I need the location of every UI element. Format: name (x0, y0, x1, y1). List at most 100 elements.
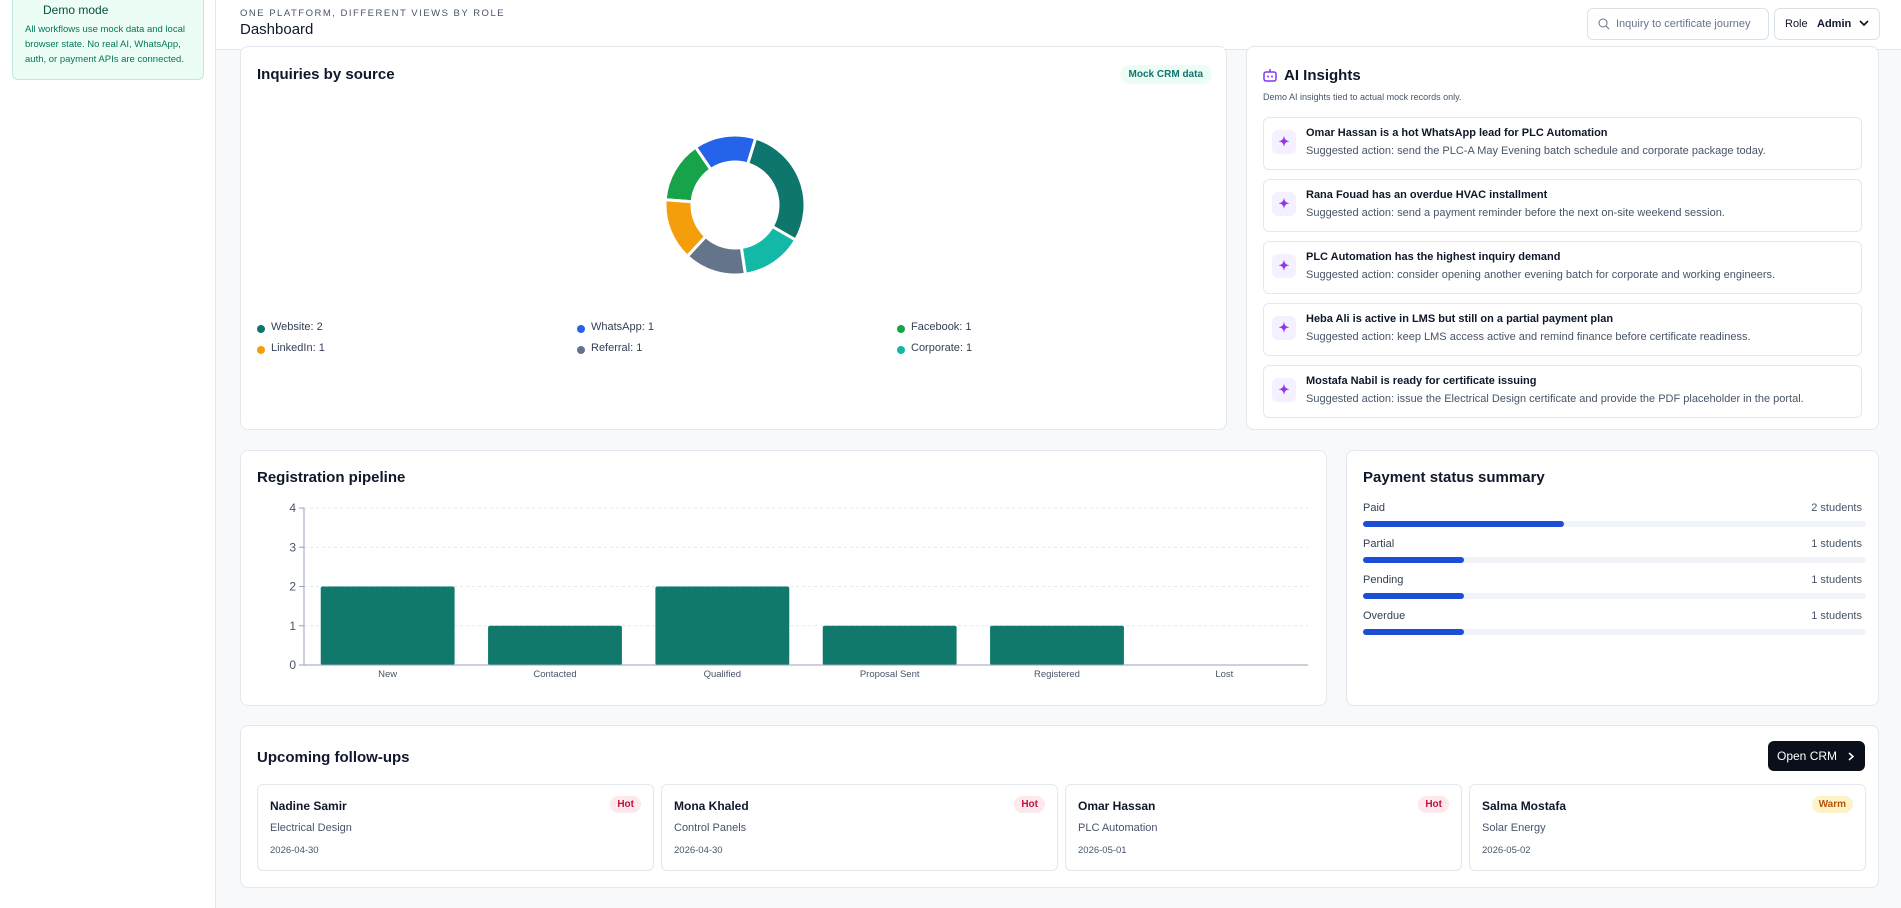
y-tick-label: 2 (289, 580, 296, 594)
progress-track (1363, 557, 1866, 563)
eyebrow: ONE PLATFORM, DIFFERENT VIEWS BY ROLE (240, 8, 506, 19)
role-value: Admin (1817, 18, 1852, 30)
legend-label: LinkedIn: 1 (271, 342, 325, 354)
bar-chart: 0 1 2 3 4 New Contacted Qualified Proposal Sent R… (289, 501, 1308, 680)
payment-label: Paid (1363, 502, 1386, 514)
course: Electrical Design (270, 822, 352, 834)
legend-label: Facebook: 1 (911, 321, 972, 333)
y-tick-label: 0 (289, 658, 296, 672)
y-tick-label: 4 (289, 501, 296, 515)
insight-text: Suggested action: send the PLC-A May Eve… (1306, 145, 1766, 157)
demo-box: Demo mode All workflows use mock data an… (12, 0, 204, 80)
x-tick-label: New (378, 669, 397, 680)
card-subtitle: Demo AI insights tied to actual mock rec… (1263, 92, 1462, 102)
followup-card: Mona Khaled Control Panels 2026-04-30 Hot (661, 784, 1058, 871)
insight-text: Suggested action: send a payment reminde… (1306, 207, 1725, 219)
card-title: Payment status summary (1363, 469, 1545, 486)
role-label: Role (1785, 18, 1808, 30)
bot-icon (1263, 69, 1277, 82)
sidebar (0, 0, 216, 908)
progress-fill (1363, 629, 1464, 635)
legend-swatch (897, 346, 905, 354)
demo-title: Demo mode (43, 3, 109, 17)
insight-title: Heba Ali is active in LMS but still on a… (1306, 313, 1614, 325)
search-placeholder: Inquiry to certificate journey (1616, 18, 1751, 30)
followup-card: Nadine Samir Electrical Design 2026-04-30 H… (257, 784, 654, 871)
chevron (1848, 752, 1855, 761)
page-title: Dashboard (240, 21, 314, 38)
legend-label: Corporate: 1 (911, 342, 973, 354)
date: 2026-05-01 (1078, 845, 1127, 856)
role-select[interactable]: Role Admin (1774, 8, 1880, 40)
badge: Mock CRM data (1119, 65, 1212, 84)
bar (655, 586, 790, 665)
x-tick-label: Proposal Sent (860, 669, 920, 680)
progress-track (1363, 593, 1866, 599)
legend-swatch (577, 325, 585, 333)
progress-track (1363, 629, 1866, 635)
payment-value: 1 students (1811, 538, 1862, 550)
insight-icon: ✦ (1272, 130, 1296, 154)
search-box[interactable]: Inquiry to certificate journey (1587, 8, 1769, 40)
tag: Warm (1811, 796, 1853, 813)
x-tick-label: Lost (1215, 669, 1233, 680)
insights-card: AI Insights Demo AI insights tied to act… (1246, 46, 1879, 430)
legend-label: Website: 2 (271, 321, 323, 333)
demo-text: All workflows use mock data and local br… (25, 24, 185, 65)
donut-slice (739, 224, 798, 276)
x-tick-label: Contacted (533, 669, 576, 680)
tag: Hot (610, 796, 641, 813)
insight-title: Mostafa Nabil is ready for certificate i… (1306, 375, 1537, 387)
inquiries-card: Inquiries by source Mock CRM data Websit… (240, 46, 1227, 430)
y-tick-label: 1 (289, 619, 296, 633)
progress-track (1363, 521, 1866, 527)
followups-card: Upcoming follow-ups Open CRM Nadine Sami… (240, 725, 1879, 888)
chevron (1859, 20, 1869, 27)
bar (822, 625, 957, 665)
insight-icon: ✦ (1272, 192, 1296, 216)
name: Nadine Samir (270, 799, 347, 813)
bar (990, 625, 1124, 665)
date: 2026-04-30 (270, 845, 319, 856)
name: Omar Hassan (1078, 799, 1156, 813)
course: Solar Energy (1482, 822, 1546, 834)
donut-slice (745, 136, 807, 243)
legend-label: WhatsApp: 1 (591, 321, 654, 333)
name: Salma Mostafa (1482, 799, 1567, 813)
tag: Hot (1418, 796, 1449, 813)
date: 2026-04-30 (674, 845, 723, 856)
insight-icon: ✦ (1272, 254, 1296, 278)
date: 2026-05-02 (1482, 845, 1531, 856)
insight-text: Suggested action: issue the Electrical D… (1306, 393, 1804, 405)
payment-value: 2 students (1811, 502, 1862, 514)
y-tick-label: 3 (289, 540, 296, 554)
pipeline-card: Registration pipeline 0 1 2 3 4 New Contacted Q… (240, 450, 1327, 706)
progress-fill (1363, 521, 1565, 527)
insight-title: Rana Fouad has an overdue HVAC installme… (1306, 189, 1548, 201)
insight-item: ✦ Omar Hassan is a hot WhatsApp lead for … (1263, 117, 1862, 170)
progress-fill (1363, 593, 1464, 599)
insight-icon: ✦ (1272, 316, 1296, 340)
insight-item: ✦ PLC Automation has the highest inquiry … (1263, 241, 1862, 294)
search-icon (1598, 18, 1610, 30)
course: Control Panels (674, 822, 747, 834)
payment-value: 1 students (1811, 574, 1862, 586)
followup-card: Salma Mostafa Solar Energy 2026-05-02 Warm (1469, 784, 1866, 871)
open-crm-button[interactable]: Open CRM (1768, 741, 1865, 771)
bar (320, 586, 455, 665)
legend-swatch (897, 325, 905, 333)
x-tick-label: Qualified (704, 669, 742, 680)
tag: Hot (1014, 796, 1045, 813)
legend-swatch (577, 346, 585, 354)
payment-label: Partial (1363, 538, 1395, 550)
button-label: Open CRM (1777, 749, 1838, 763)
payments-card: Payment status summary Paid 2 students Par… (1346, 450, 1879, 706)
donut-chart (663, 133, 807, 277)
insight-icon: ✦ (1272, 378, 1296, 402)
insight-text: Suggested action: consider opening anoth… (1306, 269, 1776, 281)
bar (488, 625, 622, 665)
insight-title: PLC Automation has the highest inquiry d… (1306, 251, 1561, 263)
payment-label: Pending (1363, 574, 1404, 586)
insight-item: ✦ Mostafa Nabil is ready for certificate … (1263, 365, 1862, 418)
